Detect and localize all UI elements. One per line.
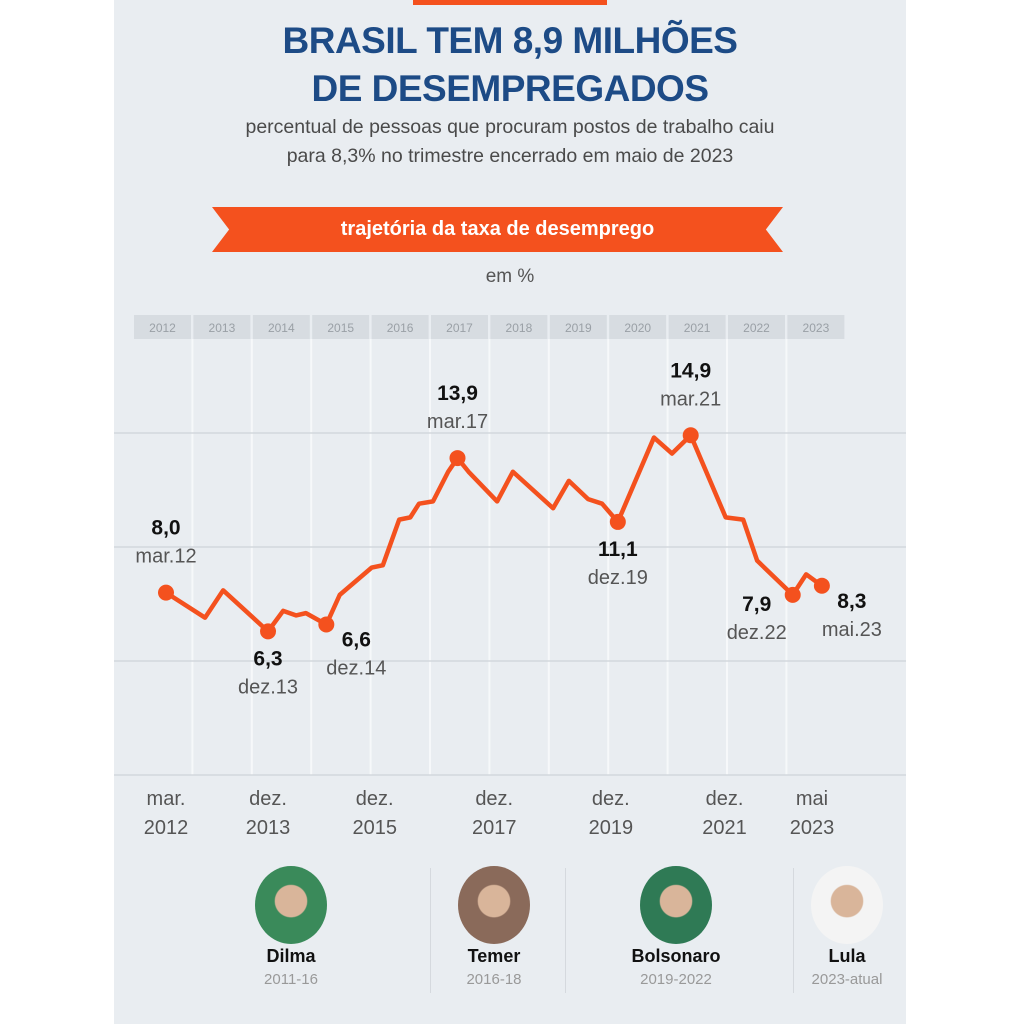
data-value-label: 11,1: [598, 538, 638, 561]
year-band-label: 2013: [209, 321, 236, 335]
year-band-cell: [134, 315, 191, 339]
year-band-label: 2019: [565, 321, 592, 335]
data-date-label: mar.21: [660, 388, 721, 410]
president-name: Dilma: [266, 946, 316, 966]
data-value-label: 6,3: [253, 647, 282, 670]
unit-label: em %: [485, 266, 535, 287]
data-point-marker: [158, 584, 174, 601]
data-point-marker: [784, 586, 801, 603]
x-tick-label: 2019: [589, 817, 634, 839]
data-value-label: 8,3: [837, 590, 866, 613]
x-tick-label: 2013: [246, 817, 291, 839]
president-temer: Temer 2016-18: [429, 866, 559, 988]
year-band-cell: [787, 315, 845, 339]
portrait-photo: [255, 866, 327, 944]
president-bolsonaro: Bolsonaro 2019-2022: [611, 866, 741, 988]
year-band-label: 2020: [624, 321, 651, 335]
x-tick-label: dez.: [475, 788, 513, 810]
president-term: 2023-atual: [811, 971, 883, 988]
portrait-photo: [640, 866, 712, 944]
year-band-cell: [252, 315, 310, 339]
data-value-label: 6,6: [342, 629, 371, 652]
subtitle-line-1: percentual de pessoas que procuram posto…: [245, 116, 775, 138]
portrait-photo: [458, 866, 530, 944]
title-line-1: BRASIL TEM 8,9 MILHÕES: [282, 20, 739, 61]
infographic-panel: [114, 0, 906, 1024]
data-point-marker: [260, 623, 277, 640]
data-date-label: mar.12: [135, 546, 196, 568]
year-band-cell: [728, 315, 785, 339]
data-value-label: 13,9: [437, 382, 478, 405]
year-band-cell: [490, 315, 548, 339]
president-name: Bolsonaro: [631, 946, 721, 966]
president-lula: Lula 2023-atual: [782, 866, 912, 988]
top-accent-bar: [413, 0, 607, 5]
data-point-marker: [813, 577, 830, 594]
president-term: 2011-16: [264, 971, 318, 988]
x-tick-label: 2017: [472, 817, 517, 839]
x-tick-label: mar.: [147, 788, 186, 810]
x-tick-label: 2023: [790, 817, 835, 839]
data-value-label: 7,9: [742, 593, 771, 616]
x-tick-label: dez.: [592, 788, 630, 810]
year-band-label: 2023: [803, 321, 830, 335]
year-band-label: 2017: [446, 321, 473, 335]
data-date-label: dez.22: [727, 622, 787, 644]
data-date-label: mai.23: [822, 619, 882, 641]
data-value-label: 8,0: [151, 517, 180, 540]
president-name: Temer: [467, 946, 521, 966]
section-ribbon: trajetória da taxa de desemprego: [212, 207, 783, 252]
president-dilma: Dilma 2011-16: [226, 866, 356, 988]
x-tick-label: 2021: [702, 817, 747, 839]
year-band-label: 2012: [149, 321, 176, 335]
data-point-marker: [449, 450, 466, 467]
title-line-2: DE DESEMPREGADOS: [311, 68, 709, 109]
year-band-label: 2016: [387, 321, 414, 335]
x-tick-label: dez.: [706, 788, 744, 810]
year-band-cell: [371, 315, 429, 339]
year-band-label: 2018: [506, 321, 533, 335]
portrait-photo: [811, 866, 883, 944]
unemployment-chart: 2012 2013 2014 2015 2016 2017 2018 2019 2020 2021…: [114, 315, 906, 839]
series-line: [164, 433, 824, 634]
data-value-label: 14,9: [670, 359, 711, 382]
year-band-label: 2022: [743, 321, 770, 335]
year-band-cell: [549, 315, 607, 339]
data-date-label: dez.13: [238, 676, 298, 698]
president-name: Lula: [828, 946, 866, 966]
x-tick-label: 2012: [144, 817, 189, 839]
year-band-label: 2014: [268, 321, 295, 335]
president-divider: [565, 868, 566, 993]
year-band-cell: [312, 315, 370, 339]
x-tick-label: dez.: [249, 788, 287, 810]
x-tick-label: dez.: [356, 788, 394, 810]
president-divider: [793, 868, 794, 993]
year-band-cell: [668, 315, 726, 339]
year-band-cell: [193, 315, 251, 339]
x-tick-label: mai: [796, 788, 828, 810]
year-band-label: 2021: [684, 321, 711, 335]
president-term: 2019-2022: [640, 971, 712, 988]
data-point-marker: [682, 427, 699, 444]
data-date-label: dez.14: [326, 658, 386, 680]
x-tick-label: 2015: [352, 817, 397, 839]
data-date-label: mar.17: [427, 411, 488, 433]
year-band-cell: [609, 315, 667, 339]
data-date-label: dez.19: [588, 567, 648, 589]
year-band-label: 2015: [327, 321, 354, 335]
subtitle-line-2: para 8,3% no trimestre encerrado em maio…: [286, 145, 734, 167]
data-point-marker: [609, 513, 626, 530]
president-term: 2016-18: [466, 971, 522, 988]
data-point-marker: [318, 616, 335, 633]
president-divider: [430, 868, 431, 993]
year-band-cell: [431, 315, 488, 339]
